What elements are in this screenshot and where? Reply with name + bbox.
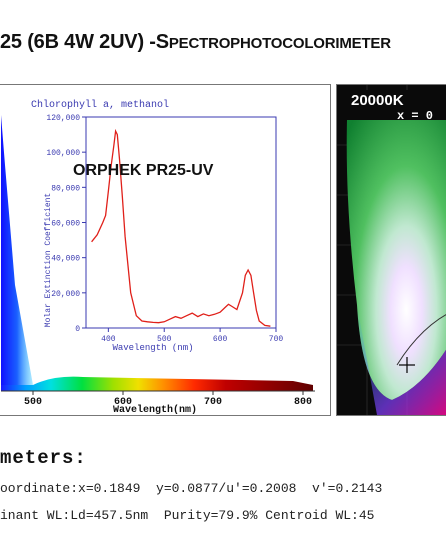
- cct-label: 20000K: [351, 92, 404, 109]
- spectrum-band: [1, 376, 313, 391]
- dominant-wavelength-line: inant WL:Ld=457.5nm Purity=79.9% Centroi…: [0, 508, 375, 523]
- inset-x-tick-label: 400: [101, 335, 116, 344]
- x-coordinate-label: x = 0: [397, 109, 433, 123]
- chromaticity-coordinate-line: oordinate:x=0.1849 y=0.0877/u'=0.2008 v'…: [0, 481, 383, 496]
- spectrum-tick-label: 800: [294, 397, 312, 408]
- blue-peak-area: [1, 115, 33, 385]
- inset-xlabel: Wavelength (nm): [112, 343, 193, 353]
- spectrum-tick-label: 600: [114, 397, 132, 408]
- inset-title: Chlorophyll a, methanol: [31, 99, 169, 111]
- spectrum-xlabel: Wavelength(nm): [113, 404, 197, 415]
- inset-plot-frame: [85, 116, 277, 329]
- spectrum-svg: 500 600 700 800 Wavelength(nm) 400 500 600 700…: [1, 99, 315, 415]
- inset-y-tick-label: 80,000: [51, 184, 80, 193]
- inset-chart: 400 500 600 700 0 20,000 40,000 60,000 80,000 100…: [46, 114, 283, 344]
- page-title: 25 (6B 4W 2UV) -SPECTROPHOTOCOLORIMETER: [0, 31, 391, 54]
- inset-x-tick-label: 500: [157, 335, 172, 344]
- cie-locus: [346, 100, 446, 400]
- cie-purple-region: [357, 305, 446, 415]
- spectrum-tick-label: 700: [204, 397, 222, 408]
- planckian-locus: [396, 314, 446, 366]
- inset-y-tick-label: 60,000: [51, 220, 80, 229]
- cie-svg: 20000K x = 0: [337, 85, 446, 415]
- spectrum-panel: 500 600 700 800 Wavelength(nm) 400 500 600 700…: [0, 84, 331, 416]
- spectrum-tick-label: 500: [24, 397, 42, 408]
- inset-ylabel: Molar Extinction Coefficient: [44, 193, 53, 327]
- chromaticity-marker: [399, 357, 415, 373]
- inset-x-tick-label: 700: [269, 335, 284, 344]
- inset-y-tick-label: 0: [75, 325, 80, 334]
- inset-y-tick-label: 20,000: [51, 290, 80, 299]
- parameters-heading: meters:: [0, 447, 87, 469]
- inset-x-tick-label: 600: [213, 335, 228, 344]
- inset-y-tick-label: 40,000: [51, 255, 80, 264]
- inset-series-line: [91, 128, 271, 327]
- cie-panel: 20000K x = 0: [336, 84, 446, 416]
- inset-y-tick-label: 120,000: [46, 114, 80, 123]
- inset-annotation: ORPHEK PR25-UV: [73, 162, 214, 179]
- title-main: 25 (6B 4W 2UV) -S: [0, 31, 169, 53]
- title-smallcaps: PECTROPHOTOCOLORIMETER: [168, 35, 391, 52]
- inset-y-tick-label: 100,000: [46, 149, 80, 158]
